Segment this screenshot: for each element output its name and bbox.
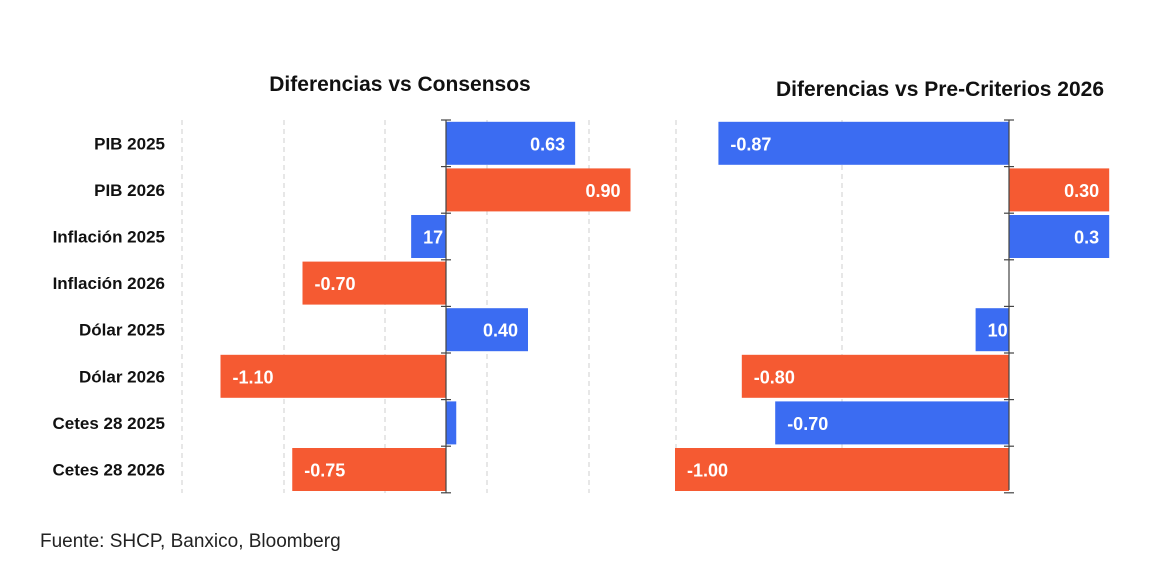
bar-left-0 [446,121,576,165]
bar-right-6 [775,401,1009,445]
bar-left-1 [446,168,631,212]
source-note: Fuente: SHCP, Banxico, Bloomberg [40,531,341,552]
bar-right-4 [975,308,1009,352]
category-label-2: Inflación 2025 [53,228,165,247]
bar-right-0 [718,121,1009,165]
bar-label-left-7: -0.75 [304,461,345,481]
bar-left-7 [292,448,446,491]
bar-label-right-1: 0.30 [1064,181,1099,201]
bar-label-right-2: 0.3 [1074,228,1099,248]
chart-title-left: Diferencias vs Consensos [269,73,530,96]
category-label-7: Cetes 28 2026 [53,461,165,480]
bar-label-right-5: -0.80 [754,367,795,387]
category-label-4: Dólar 2025 [79,321,165,340]
bar-label-right-4: 10 [988,321,1008,341]
bar-right-7 [675,448,1009,491]
bar-right-1 [1009,168,1110,212]
bar-left-2 [411,215,446,258]
bar-label-left-5: -1.10 [233,367,274,387]
chart-title-right: Diferencias vs Pre-Criterios 2026 [776,78,1104,101]
bar-label-left-2: 17 [423,228,443,248]
category-label-1: PIB 2026 [94,181,165,200]
bar-label-right-6: -0.70 [787,414,828,434]
bar-left-3 [302,261,446,305]
bar-left-5 [220,354,446,398]
bar-right-2 [1009,215,1110,258]
category-label-6: Cetes 28 2025 [53,414,165,433]
bar-label-left-0: 0.63 [530,134,565,154]
bar-left-4 [446,308,528,352]
bar-label-left-1: 0.90 [585,181,620,201]
category-label-3: Inflación 2026 [53,274,165,293]
category-label-5: Dólar 2026 [79,367,165,386]
category-label-0: PIB 2025 [94,134,165,153]
bar-label-right-7: -1.00 [687,461,728,481]
bar-label-left-3: -0.70 [315,274,356,294]
bar-right-5 [741,354,1009,398]
bar-left-6 [446,401,457,445]
bar-label-left-4: 0.40 [483,321,518,341]
bar-label-right-0: -0.87 [730,134,771,154]
